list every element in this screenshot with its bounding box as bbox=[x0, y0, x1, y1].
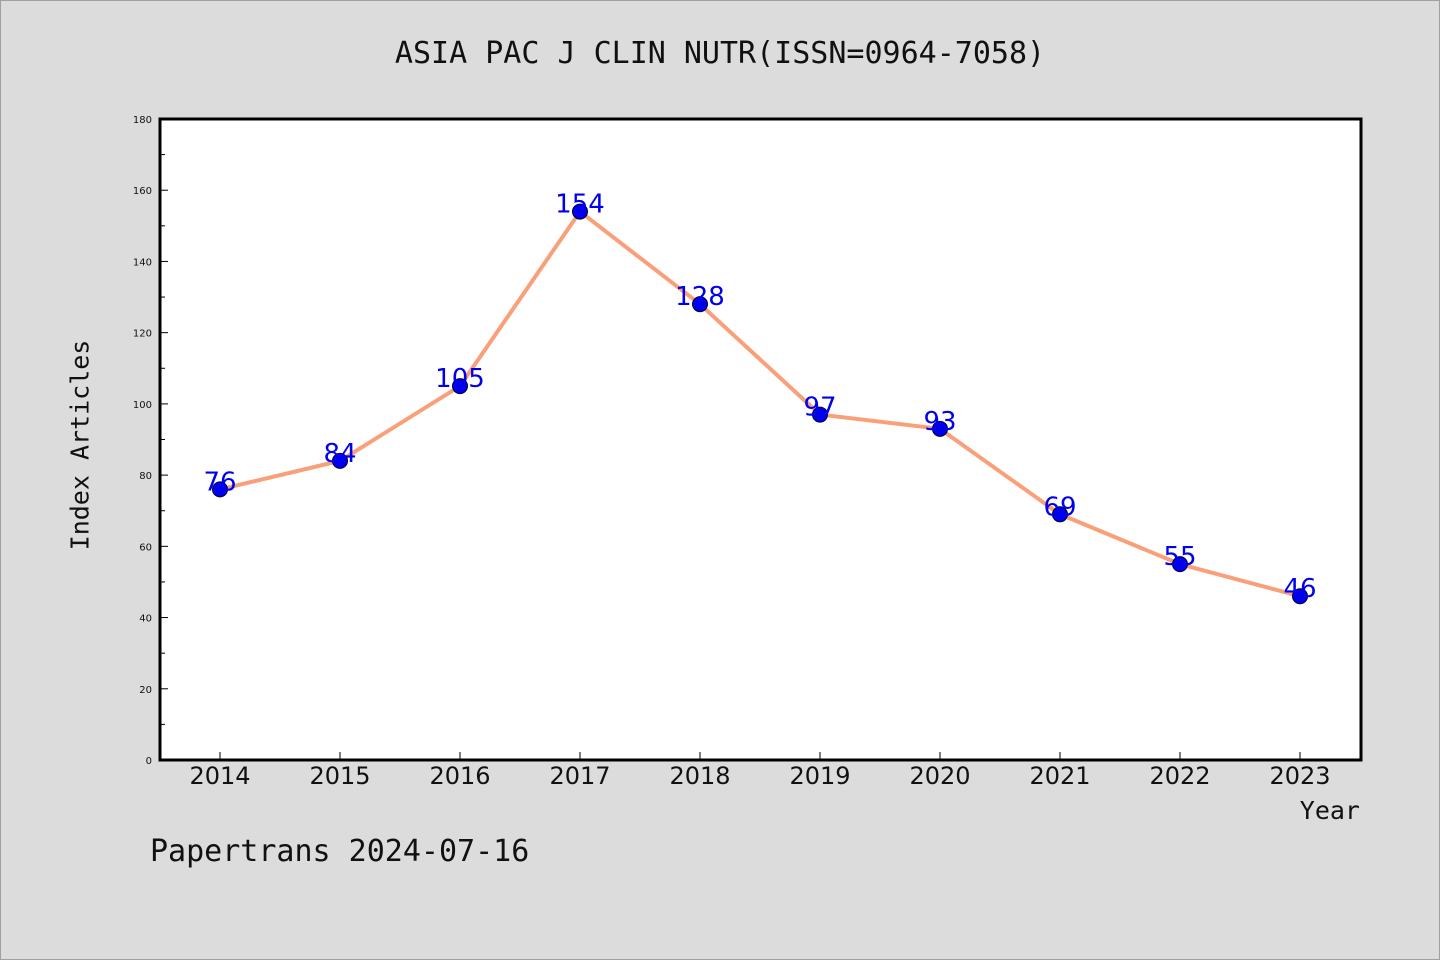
chart-title: ASIA PAC J CLIN NUTR(ISSN=0964-7058) bbox=[394, 36, 1046, 71]
y-tick-label: 60 bbox=[139, 542, 152, 553]
footer-source: Papertrans 2024-07-16 bbox=[150, 834, 530, 869]
y-tick-label: 120 bbox=[133, 329, 152, 340]
x-tick-label: 2019 bbox=[789, 762, 850, 790]
x-tick-label: 2018 bbox=[669, 762, 730, 790]
data-point bbox=[332, 452, 348, 469]
data-label: 46 bbox=[1283, 574, 1316, 604]
data-point bbox=[932, 420, 948, 437]
series-points: 76 84 105 154 128 97 93 69 55 46 bbox=[203, 190, 1317, 605]
data-label: 154 bbox=[555, 190, 605, 220]
y-axis-label: Index Articles bbox=[65, 339, 95, 551]
data-point bbox=[1172, 556, 1188, 573]
axis-ticks: 0 20 40 60 80 100 120 140 160 180 2014 2015 2016 2017… bbox=[133, 115, 1331, 790]
series-line bbox=[218, 209, 1302, 599]
plot-border bbox=[158, 117, 1363, 762]
x-tick-label: 2020 bbox=[909, 762, 970, 790]
data-label: 97 bbox=[803, 393, 836, 423]
y-tick-label: 80 bbox=[139, 471, 152, 482]
plot-area bbox=[160, 119, 1361, 760]
data-label: 93 bbox=[923, 407, 956, 437]
y-tick-label: 160 bbox=[133, 186, 152, 197]
data-label: 69 bbox=[1043, 492, 1076, 522]
y-tick-label: 180 bbox=[133, 115, 152, 126]
x-tick-label: 2016 bbox=[429, 762, 490, 790]
x-tick-label: 2023 bbox=[1269, 762, 1330, 790]
y-tick-label: 0 bbox=[146, 756, 152, 767]
data-point bbox=[572, 203, 588, 220]
x-tick-label: 2022 bbox=[1149, 762, 1210, 790]
y-tick-label: 40 bbox=[139, 614, 152, 625]
data-point bbox=[1292, 588, 1308, 605]
data-label: 76 bbox=[203, 467, 236, 497]
data-label: 55 bbox=[1163, 542, 1196, 572]
data-point bbox=[812, 406, 828, 423]
y-tick-label: 140 bbox=[133, 257, 152, 268]
data-label: 84 bbox=[323, 439, 356, 469]
x-axis-label: Year bbox=[1299, 796, 1360, 825]
x-tick-label: 2015 bbox=[309, 762, 370, 790]
y-tick-label: 100 bbox=[133, 400, 152, 411]
data-point bbox=[1052, 506, 1068, 523]
y-tick-label: 20 bbox=[139, 685, 152, 696]
data-point bbox=[452, 378, 468, 395]
data-label: 105 bbox=[435, 364, 485, 394]
data-point bbox=[212, 481, 228, 498]
x-tick-label: 2017 bbox=[549, 762, 610, 790]
x-tick-label: 2014 bbox=[189, 762, 250, 790]
data-point bbox=[692, 296, 708, 313]
x-tick-label: 2021 bbox=[1029, 762, 1090, 790]
data-label: 128 bbox=[675, 282, 725, 312]
